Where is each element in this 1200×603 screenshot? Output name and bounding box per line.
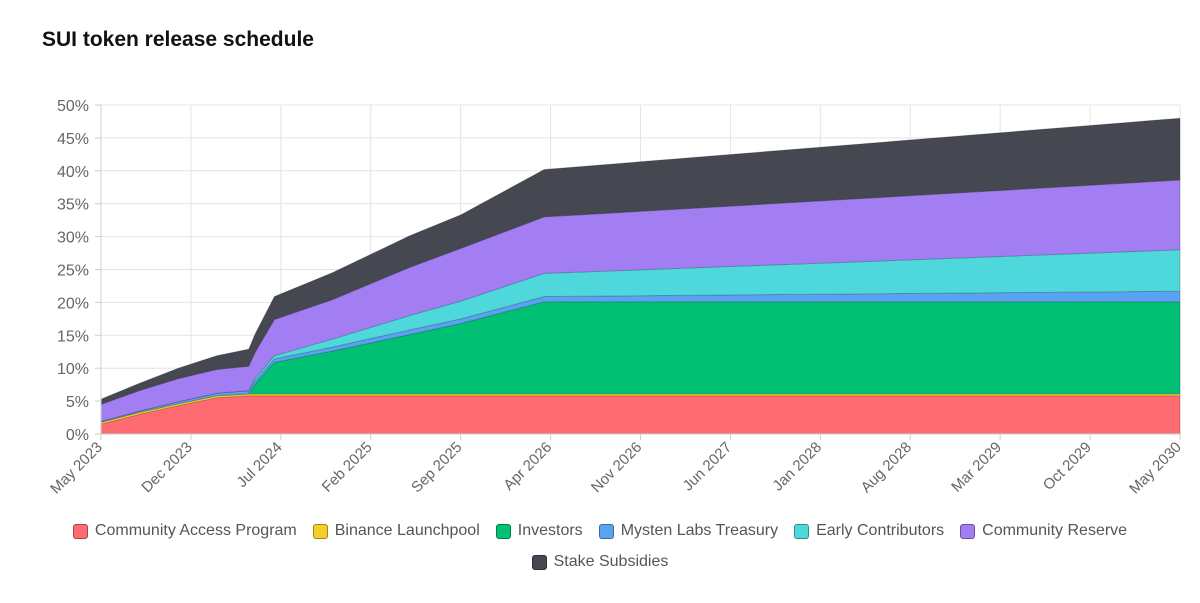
legend-item-community-access-program[interactable]: Community Access Program [72, 520, 297, 542]
legend: Community Access Program Binance Launchpo… [0, 520, 1200, 573]
x-tick-label: Apr 2026 [500, 439, 555, 494]
x-tick-label: Nov 2026 [588, 439, 645, 496]
legend-swatch [495, 523, 511, 539]
legend-item-stake-subsidies[interactable]: Stake Subsidies [531, 551, 669, 573]
y-tick-label: 20% [57, 295, 89, 312]
area-stake-subsidies [100, 117, 1181, 406]
x-tick-label: Oct 2029 [1040, 439, 1095, 494]
legend-swatch [794, 523, 810, 539]
legend-label: Community Access Program [94, 522, 297, 539]
x-tick-label: Aug 2028 [858, 439, 915, 496]
y-tick-label: 50% [57, 98, 89, 115]
legend-swatch [960, 523, 976, 539]
legend-swatch [72, 523, 88, 539]
y-tick-label: 5% [66, 394, 89, 411]
legend-swatch [312, 523, 328, 539]
area-investors [100, 301, 1181, 423]
legend-label: Early Contributors [816, 522, 945, 539]
x-tick-label: Dec 2023 [138, 439, 195, 496]
y-tick-label: 45% [57, 131, 89, 148]
legend-label: Mysten Labs Treasury [620, 522, 779, 539]
y-tick-label: 40% [57, 164, 89, 181]
legend-item-community-reserve[interactable]: Community Reserve [960, 520, 1127, 542]
y-tick-label: 0% [66, 427, 89, 444]
x-tick-label: Mar 2029 [948, 439, 1005, 496]
legend-item-investors[interactable]: Investors [495, 520, 583, 542]
legend-label: Stake Subsidies [553, 553, 669, 570]
legend-item-mysten-labs-treasury[interactable]: Mysten Labs Treasury [598, 520, 779, 542]
legend-swatch [598, 523, 614, 539]
x-tick-label: Jan 2028 [769, 439, 825, 495]
x-tick-label: Feb 2025 [319, 439, 376, 496]
x-tick-label: Jul 2024 [234, 439, 286, 491]
y-tick-label: 25% [57, 263, 89, 280]
legend-label: Community Reserve [982, 522, 1128, 539]
legend-swatch [531, 554, 547, 570]
area-community-access-program [100, 395, 1181, 435]
y-tick-label: 30% [57, 230, 89, 247]
y-tick-label: 15% [57, 328, 89, 345]
x-tick-label: May 2030 [1126, 439, 1185, 498]
x-tick-label: Sep 2025 [408, 439, 465, 496]
x-tick-label: Jun 2027 [680, 439, 736, 495]
y-tick-label: 35% [57, 197, 89, 214]
y-tick-label: 10% [57, 361, 89, 378]
legend-label: Binance Launchpool [334, 522, 480, 539]
x-tick-label: May 2023 [47, 439, 106, 498]
legend-label: Investors [517, 522, 583, 539]
area-layer [100, 117, 1181, 435]
legend-item-early-contributors[interactable]: Early Contributors [794, 520, 944, 542]
legend-item-binance-launchpool[interactable]: Binance Launchpool [312, 520, 480, 542]
chart-title: SUI token release schedule [42, 28, 314, 51]
